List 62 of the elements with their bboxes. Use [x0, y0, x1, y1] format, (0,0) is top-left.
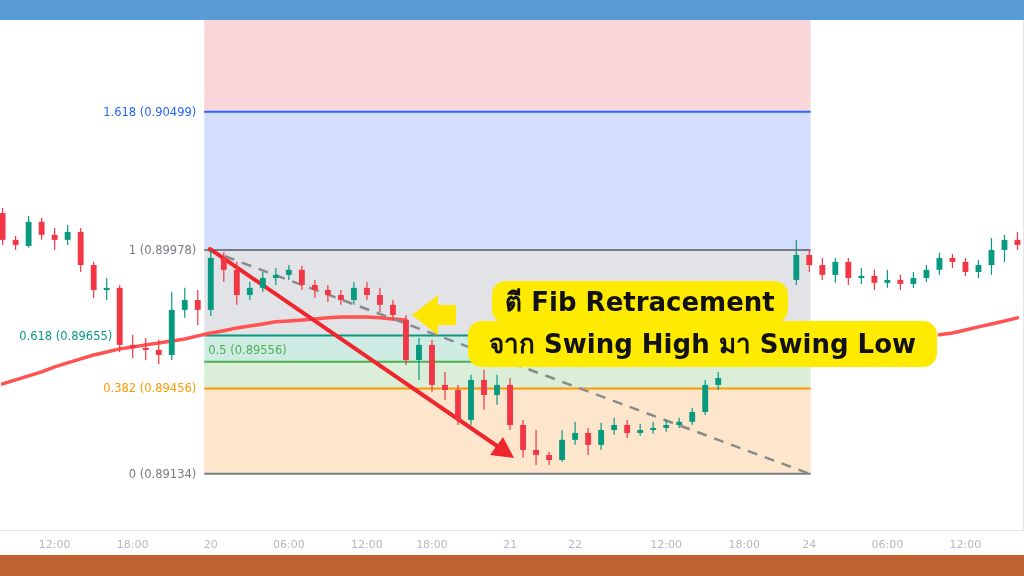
candlestick — [311, 279, 318, 299]
candlestick — [715, 371, 722, 391]
candlestick — [871, 269, 878, 291]
ref-line-label: 0.618 (0.89655) — [19, 328, 113, 343]
candlestick — [546, 451, 553, 466]
ref-line-label: 0.5 (0.89556) — [208, 342, 287, 357]
ref-line-label: 1.618 (0.90499) — [103, 104, 197, 119]
candlestick — [298, 265, 305, 291]
candlestick — [194, 289, 201, 326]
candlestick — [481, 369, 487, 411]
candlestick — [884, 269, 891, 289]
candlestick — [533, 429, 539, 466]
x-tick-label: 12:00 — [38, 538, 71, 551]
callout: ตี Fib Retracement จาก Swing High มา Swing Low — [468, 281, 937, 367]
x-tick-label: 06:00 — [273, 538, 305, 551]
candlestick — [64, 224, 71, 246]
x-tick-label: 18:00 — [116, 538, 149, 551]
candlestick — [103, 277, 110, 301]
candlestick — [832, 257, 839, 284]
candlestick — [442, 371, 448, 401]
candlestick — [845, 257, 852, 286]
candlestick — [572, 421, 579, 446]
x-tick-label: 24 — [802, 538, 817, 551]
candlestick — [585, 427, 592, 456]
candlestick — [246, 281, 253, 301]
candlestick — [350, 281, 357, 306]
ref-line-label: 0.382 (0.89456) — [103, 381, 197, 396]
candlestick — [559, 429, 566, 463]
candlestick — [377, 287, 383, 313]
candlestick — [129, 334, 136, 359]
candlestick — [494, 374, 500, 406]
x-tick-label: 06:00 — [871, 538, 904, 551]
x-tick-label: 20 — [203, 538, 218, 551]
candlestick — [936, 252, 943, 276]
x-tick-label: 12:00 — [351, 538, 383, 551]
candlestick — [390, 299, 396, 321]
candlestick — [806, 249, 813, 273]
candlestick — [285, 264, 292, 281]
candlestick — [819, 257, 826, 281]
candlestick — [181, 287, 188, 319]
annotation: จาก Swing High มา Swing Low — [488, 329, 917, 359]
annotation: ตี Fib Retracement — [505, 287, 775, 317]
candlestick — [324, 284, 331, 303]
candlestick — [337, 289, 344, 306]
x-tick-label: 12:00 — [949, 538, 982, 551]
candlestick — [364, 281, 370, 301]
candlestick — [142, 337, 149, 361]
x-tick-label: 18:00 — [416, 538, 448, 551]
ref-line-label: 0 (0.89134) — [128, 466, 197, 481]
x-tick-label: 18:00 — [728, 538, 761, 551]
ref-line-label: 1 (0.89978) — [128, 242, 197, 257]
x-tick-label: 22 — [568, 538, 583, 551]
candlestick — [611, 417, 618, 436]
candlestick — [155, 339, 162, 365]
candlestick — [51, 227, 58, 251]
candlestick — [259, 271, 266, 293]
x-tick-label: 12:00 — [650, 538, 683, 551]
candlestick — [38, 217, 45, 241]
candlestick — [598, 422, 605, 451]
candlestick — [624, 419, 631, 439]
candlestick — [220, 251, 227, 283]
x-tick-label: 21 — [503, 538, 518, 551]
